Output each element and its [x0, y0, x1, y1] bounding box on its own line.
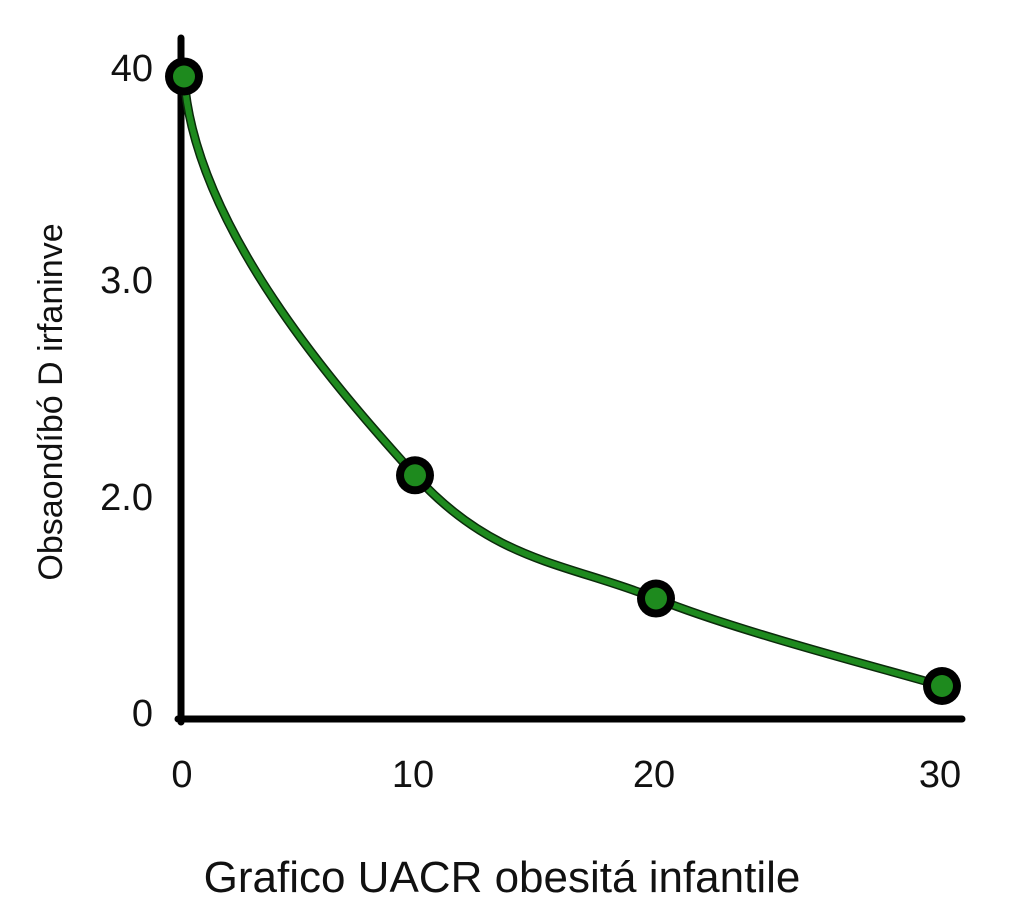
y-tick-label: 40 [111, 48, 153, 90]
data-point [165, 57, 203, 96]
y-tick-label: 3.0 [100, 260, 153, 302]
x-tick-label: 0 [171, 754, 192, 796]
chart-title: Grafico UACR obesitá infantile [204, 853, 801, 902]
data-point [923, 667, 961, 705]
x-tick-label: 10 [392, 754, 434, 796]
data-point [637, 579, 675, 618]
data-point [396, 456, 434, 495]
y-tick-label: 0 [132, 693, 153, 735]
tick-labels: 0 10 20 30 0 2.0 3.0 40 [100, 48, 961, 796]
x-tick-label: 20 [633, 754, 675, 796]
y-tick-label: 2.0 [100, 477, 153, 519]
series-layer [165, 57, 961, 705]
series-line-outline [179, 76, 944, 691]
x-tick-label: 30 [919, 754, 961, 796]
y-axis-label: Obsaondíbó D irfaninve [32, 223, 70, 580]
series-line [181, 76, 943, 689]
